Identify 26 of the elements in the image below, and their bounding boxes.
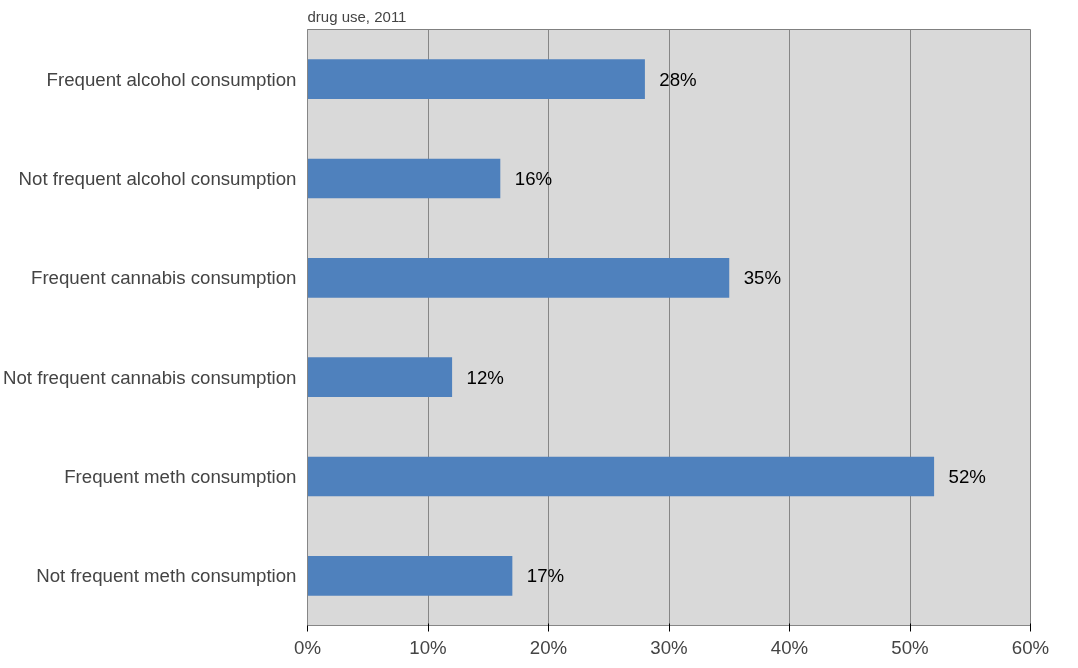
x-tick-label: 50% — [891, 636, 929, 658]
y-tick-label: Frequent cannabis consumption — [31, 267, 297, 289]
y-tick-label: Frequent alcohol consumption — [46, 68, 297, 90]
bar — [307, 257, 730, 298]
y-tick-label: Not frequent alcohol consumption — [18, 168, 297, 189]
data-label: 17% — [526, 565, 565, 587]
y-tick-label: Not frequent cannabis consumption — [3, 366, 297, 388]
chart-title: drug use, 2011 — [307, 7, 407, 25]
data-label: 52% — [948, 466, 986, 487]
x-tick-label: 10% — [409, 636, 447, 658]
bar — [307, 456, 935, 497]
x-tick-label: 30% — [650, 636, 688, 658]
bar — [307, 357, 453, 398]
bar — [307, 555, 513, 596]
data-label: 28% — [659, 68, 697, 90]
data-label: 12% — [466, 366, 504, 388]
x-tick-label: 20% — [529, 636, 568, 658]
bar — [307, 59, 645, 100]
data-label: 16% — [514, 168, 553, 189]
y-tick-label: Frequent meth consumption — [64, 466, 297, 487]
x-tick-label: 40% — [770, 636, 809, 658]
x-tick-label: 0% — [294, 636, 321, 658]
data-label: 35% — [743, 267, 782, 289]
x-tick-label: 60% — [1011, 636, 1050, 658]
bar — [307, 158, 501, 199]
y-tick-label: Not frequent meth consumption — [36, 565, 297, 587]
